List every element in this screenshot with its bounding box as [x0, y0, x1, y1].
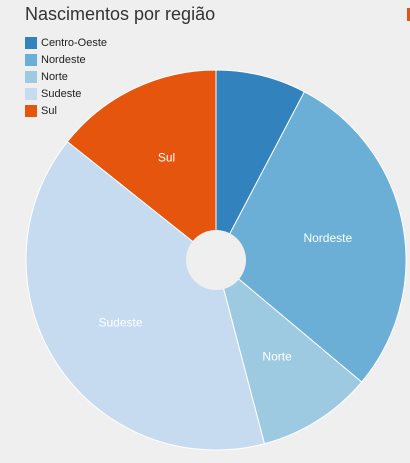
legend-swatch-nordeste: [25, 53, 37, 66]
legend-swatch-centro-oeste: [25, 36, 37, 49]
legend-label-nordeste: Nordeste: [41, 53, 86, 66]
legend-label-norte: Norte: [41, 70, 68, 83]
pie-slice-centro-oeste[interactable]: [215, 69, 306, 261]
legend-item-centro-oeste[interactable]: Centro-Oeste: [25, 34, 107, 51]
legend-item-sul[interactable]: Sul: [25, 102, 107, 119]
legend-swatch-norte: [25, 70, 37, 83]
legend-label-sudeste: Sudeste: [41, 87, 82, 100]
legend-swatch-sudeste: [25, 87, 37, 100]
legend-label-centro-oeste: Centro-Oeste: [41, 36, 108, 49]
pie-slice-sudeste[interactable]: [25, 140, 266, 451]
slice-label-nordeste: Nordeste: [303, 231, 352, 245]
legend-item-nordeste[interactable]: Nordeste: [25, 51, 107, 68]
legend-label-sul: Sul: [41, 104, 57, 117]
legend: Centro-Oeste Nordeste Norte Sudeste Sul: [25, 34, 107, 119]
slice-label-sul: Sul: [158, 150, 175, 164]
legend-item-norte[interactable]: Norte: [25, 68, 107, 85]
pie-slice-sul[interactable]: [66, 69, 217, 262]
pie-center-hole: [186, 230, 246, 290]
legend-item-sudeste[interactable]: Sudeste: [25, 85, 107, 102]
slice-label-sudeste: Sudeste: [98, 315, 142, 329]
legend-swatch-sul: [25, 104, 37, 117]
chart-title: Nascimentos por região: [25, 4, 216, 24]
clipped-legend-swatch: [407, 8, 410, 21]
pie-slice-nordeste[interactable]: [215, 91, 407, 383]
slice-label-norte: Norte: [262, 349, 292, 363]
